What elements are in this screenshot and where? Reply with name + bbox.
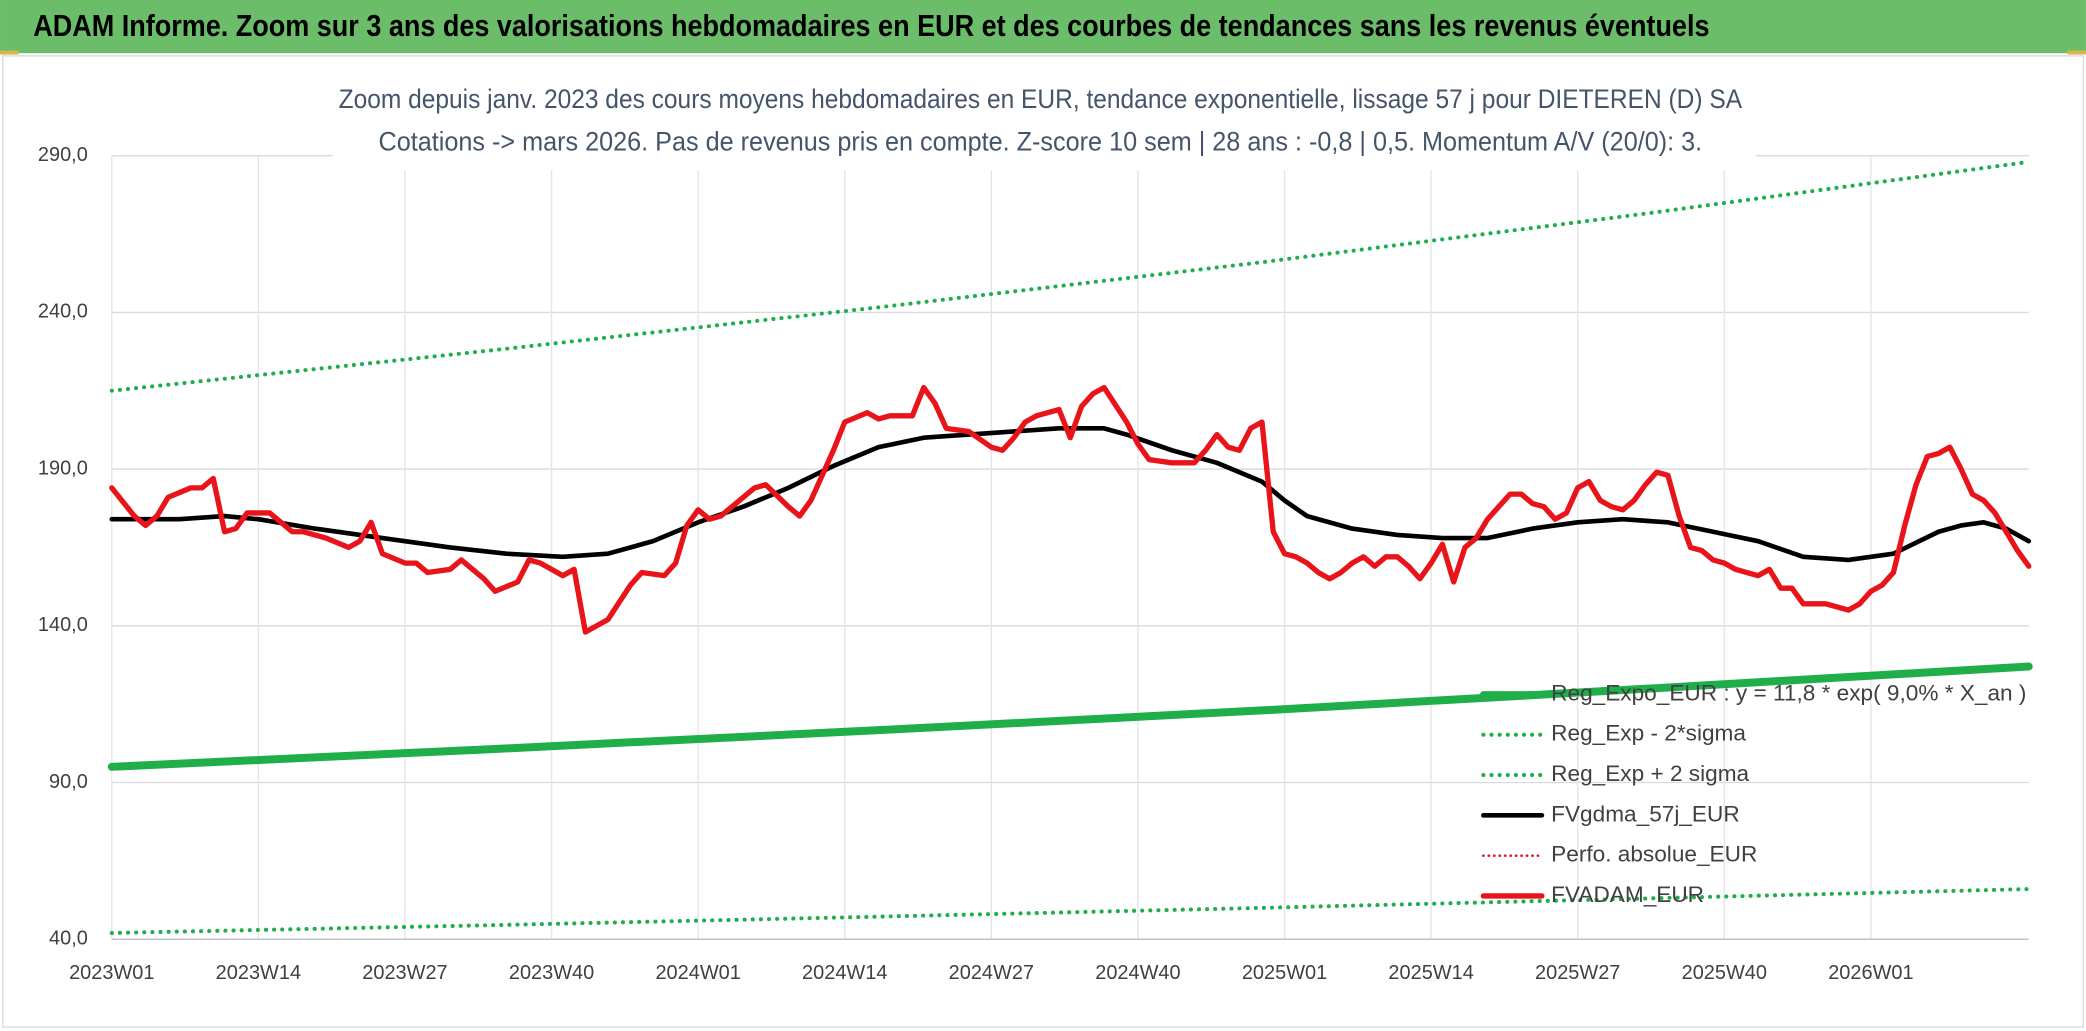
legend-label: Reg_Exp - 2*sigma: [1551, 721, 1746, 746]
x-tick-label: 2024W14: [802, 962, 887, 984]
legend-label: FVgdma_57j_EUR: [1551, 801, 1740, 826]
plot-area: 40,0 90,0 140,0 190,0 240,0 290,0 2023W01 2023W…: [38, 144, 2033, 984]
x-tick-label: 2023W40: [509, 962, 594, 984]
title-background: [332, 82, 1757, 171]
chart-title: Zoom depuis janv. 2023 des cours moyens …: [339, 84, 1743, 114]
legend-label: Perfo. absolue_EUR: [1551, 842, 1757, 867]
x-tick-label: 2025W40: [1682, 962, 1767, 984]
chart-frame: [2, 55, 2084, 1028]
header-bar: [0, 0, 2086, 54]
series-line: [109, 887, 2031, 935]
series-line: [107, 662, 2033, 771]
x-tick-label: 2024W01: [655, 962, 740, 984]
x-tick-label: 2025W14: [1388, 962, 1473, 984]
y-tick-label: 190,0: [38, 457, 88, 479]
legend-label: FVADAM_EUR: [1551, 882, 1704, 907]
y-tick-label: 290,0: [38, 144, 88, 166]
header-title: ADAM Informe. Zoom sur 3 ans des valoris…: [33, 9, 1709, 43]
header-accent: [0, 50, 19, 55]
series-line: [109, 384, 2032, 635]
series-line: [109, 425, 2032, 563]
x-tick-label: 2026W01: [1828, 962, 1913, 984]
header-accent: [2067, 50, 2086, 55]
x-tick-label: 2024W27: [949, 962, 1034, 984]
y-tick-label: 140,0: [38, 614, 88, 636]
legend-label: Reg_Exp + 2 sigma: [1551, 761, 1749, 786]
y-tick-label: 40,0: [49, 927, 88, 949]
x-tick-label: 2025W27: [1535, 962, 1620, 984]
y-tick-label: 240,0: [38, 301, 88, 323]
x-tick-label: 2023W01: [69, 962, 154, 984]
series-line: [109, 159, 2031, 393]
y-tick-label: 90,0: [49, 771, 88, 793]
legend: Reg_Expo_EUR : y = 11,8 * exp( 9,0% * X_…: [1480, 680, 2026, 907]
x-tick-label: 2023W14: [216, 962, 301, 984]
chart-subtitle: Cotations -> mars 2026. Pas de revenus p…: [379, 127, 1703, 157]
x-tick-label: 2025W01: [1242, 962, 1327, 984]
x-tick-label: 2024W40: [1095, 962, 1180, 984]
x-tick-label: 2023W27: [362, 962, 447, 984]
legend-label: Reg_Expo_EUR : y = 11,8 * exp( 9,0% * X_…: [1551, 680, 2026, 705]
